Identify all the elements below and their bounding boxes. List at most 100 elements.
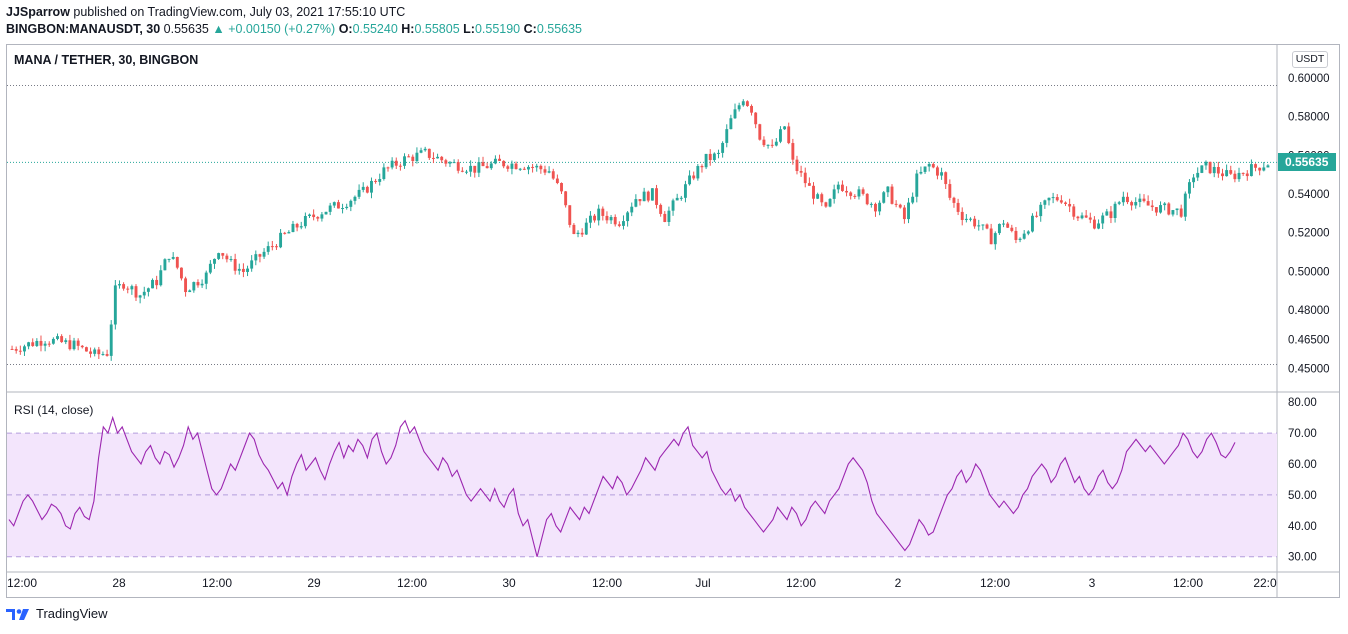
candle-body: [113, 285, 117, 325]
candle-body: [745, 101, 749, 106]
candle-body: [469, 165, 473, 172]
rsi-tick-label: 70.00: [1288, 428, 1317, 440]
candle-body: [754, 112, 758, 125]
candle-body: [750, 105, 753, 113]
candle-body: [696, 166, 700, 179]
candle-body: [960, 211, 964, 220]
candle-body: [1159, 205, 1162, 213]
candle-body: [349, 200, 353, 207]
candle-body: [477, 162, 481, 173]
candle-body: [262, 251, 266, 257]
candle-body: [1200, 165, 1204, 173]
candle-body: [551, 171, 555, 179]
candle-body: [138, 295, 142, 298]
candle-body: [151, 279, 154, 289]
candle-body: [1055, 197, 1059, 201]
candle-body: [1109, 211, 1113, 219]
candle-body: [527, 166, 530, 170]
candle-body: [869, 203, 873, 205]
author-name[interactable]: JJSparrow: [6, 5, 70, 19]
candle-body: [539, 165, 543, 170]
candle-body: [341, 208, 345, 210]
candle-body: [907, 202, 910, 220]
candle-body: [1245, 173, 1249, 177]
candle-body: [663, 213, 667, 222]
last-price-tag: 0.55635: [1278, 153, 1336, 172]
candle-body: [700, 166, 704, 168]
candle-body: [931, 164, 935, 168]
candle-body: [481, 162, 485, 167]
candle-body: [1014, 230, 1018, 240]
chart-frame[interactable]: [6, 44, 1340, 598]
candle-body: [275, 246, 278, 248]
candle-body: [229, 259, 233, 261]
candle-body: [1192, 177, 1196, 183]
candle-body: [241, 268, 245, 272]
candle-body: [795, 159, 799, 172]
time-tick-label: 12:00: [397, 576, 427, 590]
candle-body: [828, 198, 832, 207]
candle-body: [64, 340, 68, 343]
footer-brand[interactable]: TradingView: [6, 606, 108, 621]
candle-body: [593, 215, 597, 221]
candle-body: [547, 171, 551, 173]
candle-body: [609, 216, 613, 221]
candle-body: [997, 223, 1001, 234]
candle-body: [283, 232, 287, 234]
price-pane-title: MANA / TETHER, 30, BINGBON: [14, 53, 199, 67]
candle-body: [502, 160, 506, 167]
candle-body: [80, 345, 84, 348]
candle-body: [407, 156, 411, 158]
candle-body: [498, 158, 501, 161]
publish-info: published on TradingView.com, July 03, 2…: [73, 5, 406, 19]
candle-body: [312, 214, 316, 218]
candle-body: [1126, 196, 1129, 203]
candle-body: [101, 354, 105, 356]
candle-body: [712, 153, 716, 161]
candle-body: [382, 167, 386, 179]
candle-body: [626, 212, 630, 222]
candle-body: [923, 166, 927, 172]
rsi-line: [8, 415, 1236, 557]
candle-body: [638, 199, 642, 202]
candle-body: [783, 126, 787, 130]
candle-body: [122, 284, 126, 289]
candle-body: [1171, 210, 1175, 215]
last-price: 0.55635: [163, 22, 209, 36]
candle-body: [708, 153, 712, 161]
candle-body: [915, 173, 919, 197]
candle-body: [258, 254, 262, 257]
candle-body: [824, 202, 828, 207]
candle-body: [683, 184, 687, 198]
candle-body: [692, 175, 696, 179]
candle-body: [1249, 164, 1253, 177]
candle-body: [812, 185, 815, 199]
candle-body: [886, 186, 890, 193]
candle-body: [1080, 215, 1084, 219]
candle-body: [270, 246, 274, 248]
open-value: 0.55240: [352, 22, 398, 36]
candle-body: [1072, 206, 1076, 217]
candle-body: [142, 291, 146, 296]
candle-body: [514, 163, 518, 170]
symbol-label: BINGBON:MANAUSDT, 30: [6, 22, 161, 36]
candle-body: [84, 347, 88, 352]
candle-body: [386, 167, 390, 169]
high-value: 0.55805: [414, 22, 460, 36]
candle-body: [1237, 172, 1241, 180]
publish-line: JJSparrow published on TradingView.com, …: [6, 5, 405, 19]
candle-body: [667, 210, 671, 222]
candle-body: [1006, 223, 1010, 228]
candle-body: [725, 129, 729, 143]
candle-body: [456, 162, 460, 171]
candle-body: [799, 171, 803, 173]
candle-body: [390, 160, 394, 168]
rsi-tick-label: 80.00: [1288, 397, 1317, 409]
candle-body: [857, 189, 861, 197]
currency-unit-button[interactable]: USDT: [1292, 51, 1328, 68]
candle-body: [1196, 172, 1200, 178]
time-tick-label: Jul: [695, 576, 710, 590]
candle-body: [308, 214, 311, 217]
rsi-tick-label: 60.00: [1288, 459, 1317, 471]
